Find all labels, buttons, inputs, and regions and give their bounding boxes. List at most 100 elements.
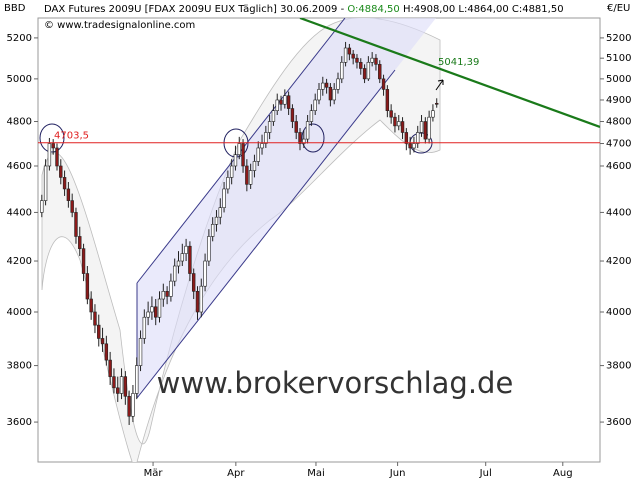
candle-body — [294, 121, 298, 133]
candle-body — [313, 99, 317, 111]
candle-body — [298, 132, 302, 144]
candle-body — [427, 116, 431, 140]
x-tick-label: Apr — [227, 468, 245, 479]
candle-body — [51, 143, 55, 149]
source: © www.tradesignalonline.com — [44, 20, 195, 31]
y2-tick-label: 4400 — [606, 207, 631, 218]
candle-body — [188, 245, 192, 274]
candle-body — [150, 306, 154, 313]
ohlc-label: H:4908,00 L:4864,00 C:4881,50 — [403, 4, 564, 15]
candle-body — [302, 138, 306, 144]
candle-body — [184, 245, 188, 254]
candle-body — [100, 338, 105, 345]
candle-body — [245, 165, 249, 185]
candle-body — [328, 86, 333, 101]
candle-body — [271, 110, 276, 122]
candle-body — [43, 165, 48, 201]
candle-body — [218, 207, 222, 218]
trend-label: 5041,39 — [438, 57, 479, 68]
candle-body — [226, 177, 230, 190]
arrow — [435, 79, 444, 91]
candle-body — [78, 236, 82, 249]
y2-tick-label: 5000 — [606, 74, 631, 85]
candle-body — [248, 170, 253, 185]
candle-body — [370, 57, 374, 63]
x-tick-label: Mär — [144, 468, 164, 479]
candle-body — [340, 61, 344, 80]
candle-body — [412, 143, 416, 149]
marks — [38, 18, 600, 425]
candle-body — [59, 165, 63, 178]
candle-body — [85, 273, 90, 300]
candle-body — [359, 61, 363, 69]
candle-body — [393, 116, 397, 127]
open-label: O:4884,50 — [347, 4, 399, 15]
candle-body — [324, 82, 329, 88]
y2-tick-label: 4700 — [606, 139, 631, 150]
chart-title: DAX Futures 2009U [FDAX 2009U EUX Täglic… — [44, 4, 564, 15]
candle-body — [55, 147, 59, 167]
candle-body — [317, 89, 321, 101]
candle-body — [195, 291, 200, 313]
candle-body — [169, 280, 173, 297]
watermark: www.brokervorschlag.de — [157, 366, 514, 400]
candle-body — [138, 338, 143, 366]
candle-body — [210, 224, 215, 237]
candle-body — [47, 143, 52, 167]
candle-body — [127, 395, 131, 417]
x-tick-label: Mai — [307, 468, 325, 479]
y-tick-label: 4000 — [7, 307, 32, 318]
y-tick-label: 4800 — [7, 117, 32, 128]
candle-body — [286, 95, 291, 109]
candle-body — [233, 154, 238, 167]
candle-body — [400, 121, 405, 133]
candle-body — [366, 61, 371, 80]
marker-circle — [301, 123, 325, 153]
level-label: 4703,5 — [54, 131, 89, 142]
y2-tick-label: 4900 — [606, 95, 631, 106]
x-tick-label: Aug — [553, 468, 573, 479]
candle-body — [131, 393, 135, 417]
candle-body — [214, 216, 219, 225]
candle-body — [112, 376, 116, 389]
candle-body — [423, 121, 428, 140]
candle-body — [389, 110, 393, 118]
candle-body — [66, 188, 71, 201]
candle-body — [275, 99, 279, 111]
candle-body — [165, 291, 169, 297]
candle-body — [431, 110, 435, 118]
candle-body — [404, 132, 409, 144]
candle-body — [222, 188, 226, 208]
candle-body — [199, 285, 203, 313]
candle-body — [237, 143, 241, 155]
y-tick-label: 3600 — [7, 417, 32, 428]
candle-body — [241, 143, 245, 167]
candle-body — [309, 110, 314, 122]
candle-body — [119, 376, 124, 394]
candle-body — [355, 57, 359, 63]
y2-axis-label: €/EU — [607, 3, 630, 14]
candle-body — [142, 316, 147, 339]
candle-body — [290, 108, 295, 122]
y2-tick-label: 4200 — [606, 256, 631, 267]
y-tick-label: 5200 — [7, 33, 32, 44]
candle-body — [283, 95, 287, 105]
channel-line — [136, 69, 396, 399]
marker-circle — [39, 123, 65, 153]
candle-body — [378, 64, 382, 80]
y-tick-label: 4200 — [7, 256, 32, 267]
candle-body — [252, 161, 257, 171]
candle-body — [435, 102, 439, 105]
candle-body — [321, 82, 325, 90]
candle-body — [135, 365, 139, 394]
candle-body — [305, 121, 310, 140]
y-tick-label: 4400 — [7, 207, 32, 218]
candle-body — [419, 121, 424, 133]
y2-tick-label: 3600 — [606, 417, 631, 428]
candle-body — [108, 359, 112, 377]
candle-body — [157, 298, 162, 318]
candle-body — [385, 89, 390, 111]
candle-body — [89, 298, 93, 313]
candle-body — [161, 291, 166, 300]
candle-body — [74, 212, 78, 237]
